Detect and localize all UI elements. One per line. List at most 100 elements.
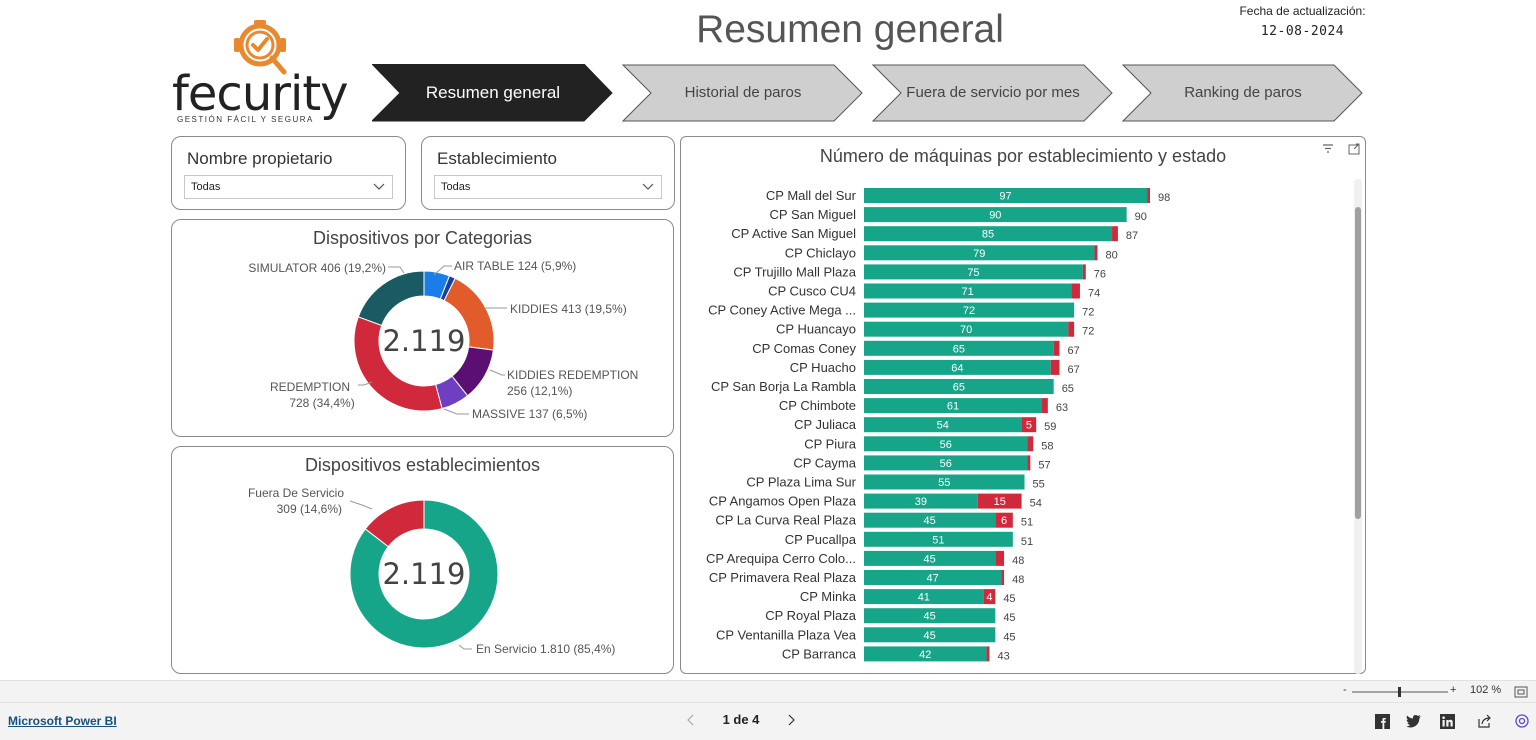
bar-value-label: 4	[986, 592, 992, 604]
category-label: CP Chiclayo	[785, 245, 856, 260]
bar-in-service[interactable]	[864, 417, 1022, 433]
establishment-dropdown-value: Todas	[441, 181, 471, 193]
owner-dropdown-value: Todas	[191, 181, 221, 193]
bar-out-of-service[interactable]	[995, 512, 1013, 528]
bar-in-service[interactable]	[864, 340, 1054, 356]
donut-slice[interactable]	[357, 270, 425, 327]
category-label: CP Comas Coney	[752, 341, 856, 356]
bar-chart-scrollbar[interactable]	[1354, 179, 1362, 674]
bar-total-label: 55	[1033, 479, 1045, 491]
facebook-icon[interactable]	[1374, 713, 1390, 729]
logo-check-magnifier-icon	[234, 20, 287, 75]
bar-in-service[interactable]	[864, 188, 1148, 203]
bar-in-service[interactable]	[864, 302, 1075, 318]
bar-in-service[interactable]	[864, 379, 1054, 394]
bar-total-label: 65	[1062, 383, 1074, 395]
donut-slice[interactable]	[349, 499, 499, 649]
bar-out-of-service[interactable]	[1094, 245, 1098, 261]
previous-page-icon[interactable]	[686, 714, 696, 726]
share-icon[interactable]	[1477, 713, 1493, 729]
bar-in-service[interactable]	[864, 493, 978, 509]
twitter-icon[interactable]	[1406, 713, 1422, 729]
bar-out-of-service[interactable]	[1112, 226, 1118, 242]
linkedin-icon[interactable]	[1439, 713, 1455, 729]
category-label: CP San Miguel	[770, 207, 857, 222]
bar-in-service[interactable]	[864, 474, 1025, 490]
scrollbar-thumb[interactable]	[1355, 207, 1361, 519]
zoom-out-button[interactable]: -	[1343, 684, 1347, 696]
bar-out-of-service[interactable]	[1050, 359, 1060, 375]
donut-data-label: MASSIVE 137 (6,5%)	[472, 407, 587, 421]
bar-total-label: 43	[997, 650, 1009, 662]
bar-in-service[interactable]	[864, 531, 1013, 547]
establishment-slicer: Establecimiento Todas	[421, 136, 675, 210]
bar-total-label: 90	[1135, 211, 1147, 223]
bar-in-service[interactable]	[864, 455, 1028, 471]
zoom-slider[interactable]	[1352, 685, 1448, 699]
bar-in-service[interactable]	[864, 436, 1028, 452]
zoom-in-button[interactable]: +	[1450, 684, 1457, 696]
bar-out-of-service[interactable]	[1001, 570, 1005, 585]
focus-mode-icon[interactable]	[1347, 142, 1361, 156]
bar-out-of-service[interactable]	[1027, 455, 1031, 471]
bar-out-of-service[interactable]	[986, 646, 990, 662]
category-label: CP Barranca	[782, 646, 857, 661]
bar-out-of-service[interactable]	[1147, 188, 1150, 203]
establishment-dropdown[interactable]: Todas	[434, 175, 662, 199]
bar-value-label: 72	[963, 305, 975, 317]
bar-out-of-service[interactable]	[995, 550, 1005, 566]
donut-slice[interactable]	[364, 499, 425, 548]
tab-ranking-de-paros[interactable]: Ranking de paros	[1122, 64, 1364, 122]
bar-out-of-service[interactable]	[1042, 398, 1048, 414]
donut-data-label: KIDDIES REDEMPTION	[507, 368, 638, 382]
bar-in-service[interactable]	[864, 245, 1095, 261]
bar-in-service[interactable]	[864, 398, 1043, 414]
bar-value-label: 64	[951, 362, 963, 374]
bar-in-service[interactable]	[864, 550, 996, 566]
bar-value-label: 75	[967, 267, 979, 279]
bar-in-service[interactable]	[864, 570, 1002, 585]
bar-in-service[interactable]	[864, 321, 1069, 337]
fit-to-page-icon[interactable]	[1514, 686, 1528, 698]
bar-total-label: 63	[1056, 402, 1068, 414]
tab-label: Historial de paros	[684, 84, 802, 101]
owner-dropdown[interactable]: Todas	[184, 175, 393, 199]
filter-icon[interactable]	[1321, 142, 1335, 156]
bar-in-service[interactable]	[864, 627, 996, 643]
category-label: CP Minka	[800, 589, 857, 604]
bar-out-of-service[interactable]	[1021, 417, 1037, 433]
bar-out-of-service[interactable]	[1053, 340, 1060, 356]
bar-out-of-service[interactable]	[1027, 436, 1034, 452]
bar-out-of-service[interactable]	[983, 589, 996, 605]
bar-value-label: 55	[938, 477, 950, 489]
bar-out-of-service[interactable]	[977, 493, 1022, 509]
bar-out-of-service[interactable]	[1068, 321, 1075, 337]
powerbi-link[interactable]: Microsoft Power BI	[8, 714, 117, 728]
bar-in-service[interactable]	[864, 608, 996, 624]
tab-label: Resumen general	[425, 83, 561, 102]
embed-icon[interactable]	[1514, 713, 1530, 729]
update-label: Fecha de actualización:	[1239, 4, 1366, 18]
tab-label: Ranking de paros	[1184, 84, 1302, 101]
bar-out-of-service[interactable]	[1082, 264, 1086, 280]
bar-in-service[interactable]	[864, 646, 987, 662]
tab-historial-de-paros[interactable]: Historial de paros	[622, 64, 864, 122]
bar-in-service[interactable]	[864, 283, 1072, 299]
bar-total-label: 72	[1082, 326, 1094, 338]
bar-in-service[interactable]	[864, 207, 1127, 223]
bar-in-service[interactable]	[864, 512, 996, 528]
bar-value-label: 56	[940, 458, 952, 470]
bar-value-label: 65	[953, 343, 965, 355]
bar-in-service[interactable]	[864, 359, 1051, 375]
categories-donut-card: Dispositivos por Categorias 2.119 AIR TAB…	[171, 219, 674, 437]
tab-resumen-general[interactable]: Resumen general	[372, 64, 614, 122]
bar-in-service[interactable]	[864, 226, 1113, 242]
bar-out-of-service[interactable]	[1071, 283, 1080, 299]
establishments-donut-card: Dispositivos establecimientos 2.119 En Se…	[171, 446, 674, 674]
machines-bar-card: Número de máquinas por establecimiento y…	[680, 136, 1366, 674]
bar-in-service[interactable]	[864, 589, 984, 605]
next-page-icon[interactable]	[786, 714, 796, 726]
tab-fuera-de-servicio[interactable]: Fuera de servicio por mes	[872, 64, 1114, 122]
bar-in-service[interactable]	[864, 264, 1083, 280]
owner-slicer: Nombre propietario Todas	[171, 136, 406, 210]
